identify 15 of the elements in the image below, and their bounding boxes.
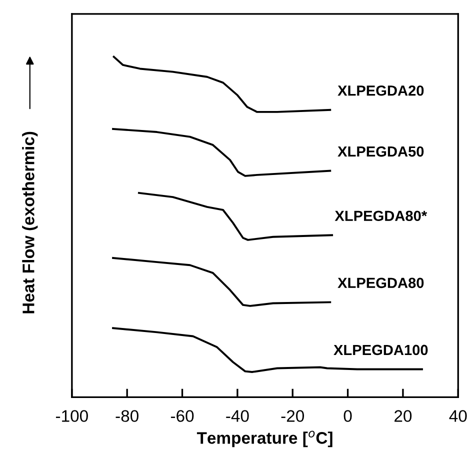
y-axis-title: Heat Flow (exothermic) [22, 132, 38, 314]
x-tick-label: -40 [226, 410, 249, 422]
x-axis-title: Temperature [$^{o}$C] [196, 430, 332, 448]
series-label: XLPEGDA80 [338, 278, 424, 288]
x-tick-label: -60 [170, 410, 194, 422]
x-tick-label: -100 [56, 410, 88, 422]
x-tick-label: 20 [394, 410, 412, 422]
series-label: XLPEGDA20 [338, 85, 424, 96]
x-tick-label: 0 [344, 410, 352, 422]
series-label: XLPEGDA100 [334, 344, 428, 356]
series-label: XLPEGDA80* [334, 210, 428, 222]
series-label: XLPEGDA50 [338, 146, 424, 157]
x-tick-label: -20 [281, 410, 304, 422]
x-tick-label: 40 [449, 410, 467, 422]
x-tick-label: -80 [116, 410, 138, 422]
